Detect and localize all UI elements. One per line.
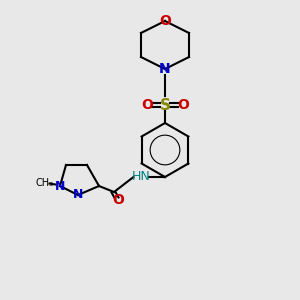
Text: O: O: [141, 98, 153, 112]
Text: O: O: [177, 98, 189, 112]
Text: CH₃: CH₃: [36, 178, 54, 188]
Text: S: S: [160, 98, 170, 112]
Text: N: N: [159, 62, 171, 76]
Text: O: O: [112, 193, 124, 206]
Text: N: N: [55, 179, 65, 193]
Text: O: O: [159, 14, 171, 28]
Text: N: N: [73, 188, 83, 202]
Text: HN: HN: [132, 170, 150, 184]
